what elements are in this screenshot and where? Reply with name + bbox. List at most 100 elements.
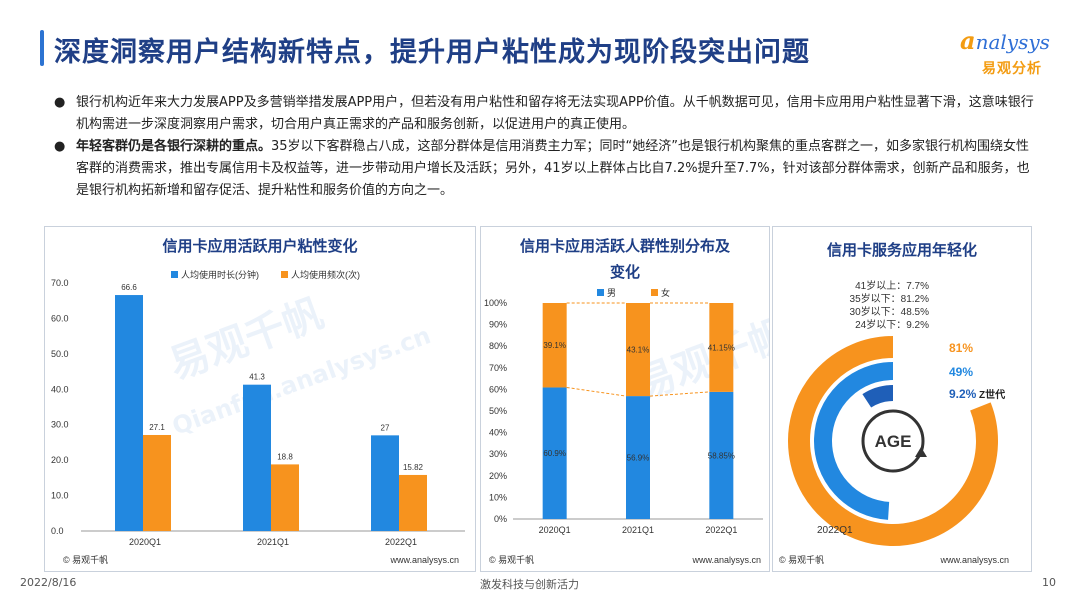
bar-value-label: 43.1%	[627, 346, 650, 355]
bar-value-label: 60.9%	[543, 449, 566, 458]
stacked-bar-segment	[542, 303, 567, 388]
page-title: 深度洞察用户结构新特点，提升用户粘性成为现阶段突出问题	[54, 37, 810, 68]
source-label: © 易观千帆	[779, 554, 824, 565]
bar	[399, 474, 427, 531]
source-label: © 易观千帆	[63, 554, 108, 565]
bar-value-label: 41.3	[249, 373, 265, 382]
logo-text-cn: 易观分析	[982, 61, 1042, 77]
bullet-dot-icon: ●	[54, 139, 66, 154]
x-tick-label: 2021Q1	[257, 537, 289, 547]
y-tick-label: 70%	[489, 363, 507, 373]
page-number: 10	[1042, 576, 1056, 589]
age-stat-label: 35岁以下：81.2%	[850, 292, 930, 305]
y-tick-label: 70.0	[51, 278, 69, 288]
chart-title: 信用卡应用活跃人群性别分布及	[520, 237, 731, 255]
bar	[243, 384, 271, 531]
chart-title: 变化	[610, 263, 640, 281]
y-tick-label: 50.0	[51, 349, 69, 359]
footer-date: 2022/8/16	[20, 576, 77, 589]
bar	[271, 464, 299, 531]
legend-swatch	[281, 271, 288, 278]
source-label: © 易观千帆	[489, 554, 534, 565]
bar-value-label: 18.8	[277, 452, 293, 461]
y-tick-label: 60%	[489, 384, 507, 394]
age-stat-label: 41岁以上：7.7%	[855, 279, 929, 292]
y-tick-label: 40.0	[51, 384, 69, 394]
title-accent-bar	[40, 30, 44, 66]
age-radial-chart: 信用卡服务应用年轻化 41岁以上：7.7%35岁以下：81.2%30岁以下：48.…	[779, 241, 1009, 565]
age-center-circle	[861, 409, 925, 473]
chart-title: 信用卡应用活跃用户粘性变化	[162, 237, 357, 255]
y-tick-label: 20%	[489, 471, 507, 481]
chart-panel-gender: 易观千帆 信用卡应用活跃人群性别分布及 变化男女 0% 10% 20% 30% 40% 50%…	[480, 226, 770, 572]
x-tick-label: 2020Q1	[539, 525, 571, 535]
y-tick-label: 100%	[484, 298, 507, 308]
source-url: www.analysys.cn	[939, 555, 1009, 565]
radial-ring-arc	[862, 385, 894, 408]
radial-ring-arc	[814, 362, 894, 520]
legend-swatch	[651, 289, 658, 296]
y-tick-label: 0%	[494, 514, 507, 524]
y-tick-label: 90%	[489, 320, 507, 330]
bullet-dot-icon: ●	[54, 95, 66, 110]
legend-label: 人均使用频次(次)	[291, 269, 360, 280]
age-center-text: AGE	[875, 432, 912, 451]
stacked-bar-segment	[626, 396, 650, 519]
age-stat-label: 30岁以下：48.5%	[850, 305, 930, 318]
chart-panel-age: 信用卡服务应用年轻化 41岁以上：7.7% 35岁以下：81.2% 30岁以下：48.…	[772, 226, 1032, 572]
y-tick-label: 0.0	[51, 526, 64, 536]
source-url: www.analysys.cn	[691, 555, 761, 565]
bar	[143, 434, 171, 531]
age-stat-label: 24岁以下：9.2%	[855, 318, 929, 331]
bullet-list: ● 银行机构近年来大力发展APP及多营销举措发展APP用户，但若没有用户粘性和留…	[50, 92, 1035, 202]
ring-value-label: 9.2%	[949, 387, 977, 401]
period-label: 2022Q1	[817, 525, 853, 536]
bullet-bold-lead: 年轻客群仍是各银行深耕的重点。	[76, 139, 272, 154]
legend-swatch	[171, 271, 178, 278]
bar	[371, 435, 399, 531]
bar-value-label: 27.1	[149, 423, 165, 432]
source-url: www.analysys.cn	[389, 555, 459, 565]
x-tick-label: 2022Q1	[705, 525, 737, 535]
legend-swatch	[597, 289, 604, 296]
logo-text-en: analysys	[960, 26, 1050, 55]
y-tick-label: 40%	[489, 428, 507, 438]
radial-ring-arc	[788, 336, 998, 546]
analysys-logo: analysys 易观分析	[960, 26, 1060, 78]
y-tick-label: 30.0	[51, 420, 69, 430]
bar-value-label: 15.82	[403, 463, 424, 472]
stacked-bar-segment	[709, 303, 734, 392]
bullet-item-2: ● 年轻客群仍是各银行深耕的重点。35岁以下客群稳占八成，这部分群体是信用消费主…	[50, 136, 1035, 202]
y-tick-label: 80%	[489, 341, 507, 351]
footer-slogan: 激发科技与创新活力	[480, 578, 579, 591]
y-tick-label: 50%	[489, 406, 507, 416]
x-tick-label: 2020Q1	[129, 537, 161, 547]
x-tick-label: 2021Q1	[622, 525, 654, 535]
y-tick-label: 10.0	[51, 491, 69, 501]
bar-value-label: 39.1%	[543, 341, 566, 350]
bullet-item-1: ● 银行机构近年来大力发展APP及多营销举措发展APP用户，但若没有用户粘性和留…	[50, 92, 1035, 136]
bar	[115, 295, 143, 531]
bar-value-label: 58.85%	[708, 451, 735, 460]
ring-value-label: 49%	[949, 365, 973, 379]
ring-tag-label: Z世代	[979, 388, 1005, 401]
y-tick-label: 60.0	[51, 313, 69, 323]
bar-value-label: 66.6	[121, 283, 137, 292]
stacked-bar-segment	[626, 303, 650, 397]
connector-line	[649, 391, 710, 397]
bar-value-label: 56.9%	[627, 454, 650, 463]
y-tick-label: 20.0	[51, 455, 69, 465]
ring-value-label: 81%	[949, 341, 973, 355]
chart-title: 信用卡服务应用年轻化	[827, 241, 977, 259]
stacked-bar-segment	[542, 387, 567, 519]
stacked-bar-segment	[709, 391, 734, 519]
chart-panel-stickiness: 易观千帆 Qianfan.analysys.cn 信用卡应用活跃用户粘性变化 人均…	[44, 226, 476, 572]
legend-label: 女	[661, 287, 670, 298]
bar-value-label: 27	[381, 423, 390, 432]
legend-label: 人均使用时长(分钟)	[181, 269, 259, 280]
connector-line	[566, 386, 627, 397]
y-tick-label: 10%	[489, 492, 507, 502]
x-tick-label: 2022Q1	[385, 537, 417, 547]
